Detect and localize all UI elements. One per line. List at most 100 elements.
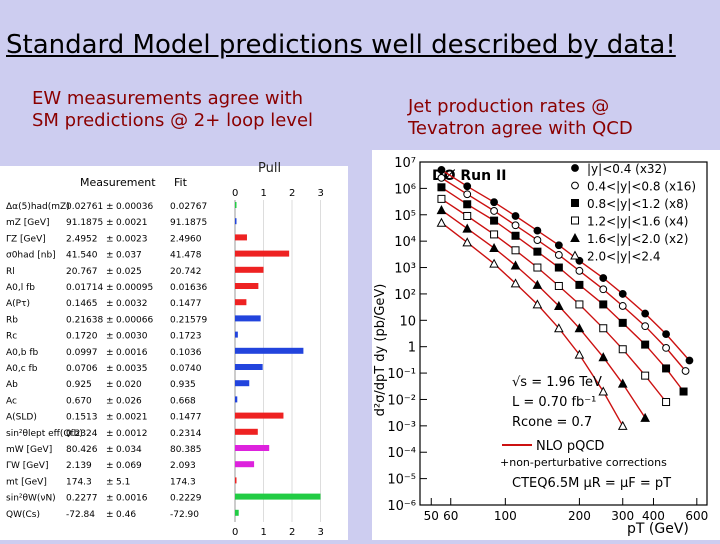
row-plusminus: ± xyxy=(106,251,114,261)
row-plusminus: ± xyxy=(106,283,114,293)
data-point xyxy=(641,371,650,380)
slide-title: Standard Model predictions well describe… xyxy=(6,30,676,60)
row-fit: 174.3 xyxy=(170,477,196,487)
row-measurement: 0.2277 xyxy=(66,494,98,504)
row-observable: sin²θlept eff(Qfb) xyxy=(6,429,83,439)
x-tick-label: 400 xyxy=(642,509,665,523)
row-error: 5.1 xyxy=(116,477,130,487)
data-point xyxy=(533,226,542,235)
pull-axis-top-label: 3 xyxy=(318,188,324,199)
data-point xyxy=(570,250,580,260)
x-tick-label: 100 xyxy=(494,509,517,523)
data-point xyxy=(463,211,472,220)
row-plusminus: ± xyxy=(106,461,114,471)
row-observable: sin²θW(νN) xyxy=(6,494,56,504)
row-measurement: 0.925 xyxy=(66,380,92,390)
row-observable: ΓW [GeV] xyxy=(6,461,48,471)
plot-frame xyxy=(419,161,708,506)
y-tick-label: 10⁻⁴ xyxy=(387,446,416,461)
row-error: 0.026 xyxy=(116,396,142,406)
data-point xyxy=(554,241,563,250)
pull-bar xyxy=(235,493,321,500)
pull-axis-bottom-label: 1 xyxy=(261,527,267,538)
row-fit: 80.385 xyxy=(170,445,202,455)
annotation-nlo: NLO pQCD xyxy=(536,439,604,454)
row-error: 0.069 xyxy=(116,461,142,471)
left-caption-line-2: SM predictions @ 2+ loop level xyxy=(32,110,314,131)
row-measurement: 0.2324 xyxy=(66,429,98,439)
data-point xyxy=(641,322,650,331)
y-tick-label: 10⁻³ xyxy=(387,420,416,435)
pull-axis-bottom-label: 2 xyxy=(289,527,295,538)
y-tick-label: 10⁻⁶ xyxy=(387,499,416,514)
row-fit: 0.1477 xyxy=(170,413,202,423)
row-fit: 0.01636 xyxy=(170,283,207,293)
row-plusminus: ± xyxy=(106,477,114,487)
legend-entry: 2.0<|y|<2.4 xyxy=(587,250,660,264)
pull-bar xyxy=(235,218,237,225)
row-plusminus: ± xyxy=(106,445,114,455)
data-point xyxy=(679,387,688,396)
row-plusminus: ± xyxy=(106,267,114,277)
row-observable: Rl xyxy=(6,267,15,277)
data-point xyxy=(598,352,609,362)
nlo-curve xyxy=(441,169,690,361)
pull-bar xyxy=(235,445,270,451)
y-tick-label: 10⁶ xyxy=(394,182,416,197)
row-observable: Ac xyxy=(6,396,17,406)
data-point xyxy=(617,420,628,430)
row-measurement: 0.1720 xyxy=(66,332,98,342)
row-measurement: 174.3 xyxy=(66,477,92,487)
row-observable: mZ [GeV] xyxy=(6,218,49,228)
row-fit: 91.1875 xyxy=(170,218,207,228)
row-observable: A0,c fb xyxy=(6,364,38,374)
y-axis-label: d²σ/dpT dy (pb/GeV) xyxy=(373,284,388,417)
pull-bar xyxy=(235,412,284,419)
row-measurement: 0.1513 xyxy=(66,413,98,423)
row-measurement: 20.767 xyxy=(66,267,98,277)
y-tick-label: 10⁵ xyxy=(394,209,416,224)
data-point xyxy=(436,217,447,227)
row-plusminus: ± xyxy=(106,364,114,374)
data-point xyxy=(598,386,609,396)
data-point xyxy=(618,318,627,327)
data-point xyxy=(571,181,579,190)
legend-entry: |y|<0.4 (x32) xyxy=(587,162,667,176)
data-point xyxy=(436,205,447,215)
row-measurement: 0.21638 xyxy=(66,315,103,325)
legend-entry: 1.6<|y|<2.0 (x2) xyxy=(587,232,688,246)
data-point xyxy=(437,183,446,192)
y-tick-label: 1 xyxy=(408,341,416,356)
data-point xyxy=(490,198,498,207)
row-error: 0.0021 xyxy=(116,413,148,423)
data-point xyxy=(437,194,446,203)
row-plusminus: ± xyxy=(106,315,114,325)
pull-bar xyxy=(235,347,304,354)
row-measurement: 91.1875 xyxy=(66,218,103,228)
row-error: 0.0035 xyxy=(116,364,148,374)
pull-bar xyxy=(235,202,237,208)
pull-bar xyxy=(235,380,250,387)
row-error: 0.0030 xyxy=(116,332,148,342)
row-measurement: 0.02761 xyxy=(66,202,103,212)
data-point xyxy=(490,230,499,239)
row-plusminus: ± xyxy=(106,494,114,504)
data-point xyxy=(533,236,542,244)
row-plusminus: ± xyxy=(106,234,114,244)
y-tick-label: 10⁴ xyxy=(394,235,416,250)
data-point xyxy=(599,324,608,333)
data-point xyxy=(640,412,650,422)
row-error: 0.025 xyxy=(116,267,142,277)
x-tick-label: 60 xyxy=(443,509,458,523)
row-fit: 0.668 xyxy=(170,396,196,406)
row-observable: Rc xyxy=(6,332,17,342)
pull-bar xyxy=(235,477,237,484)
y-tick-label: 10 xyxy=(399,314,416,329)
data-point xyxy=(510,278,521,288)
measurement-header: Measurement xyxy=(80,176,156,189)
pull-bar xyxy=(235,461,255,468)
x-tick-label: 50 xyxy=(424,509,439,523)
annotation-cone: Rcone = 0.7 xyxy=(512,415,592,430)
data-point xyxy=(618,290,627,298)
y-tick-label: 10⁻⁵ xyxy=(387,473,416,488)
